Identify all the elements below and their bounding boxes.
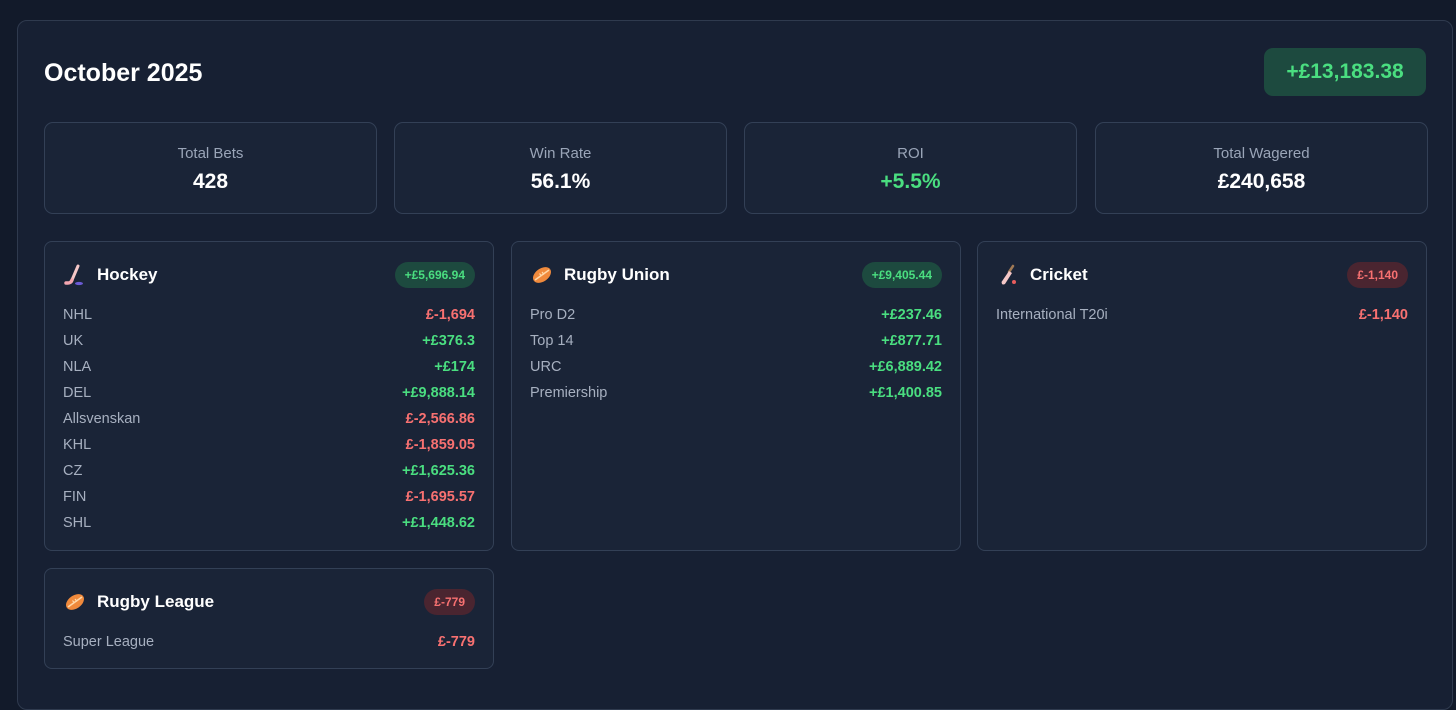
month-summary-panel: October 2025 +£13,183.38 Total Bets 428 …	[17, 20, 1453, 710]
league-name: SHL	[63, 515, 92, 531]
league-row: Allsvenskan £-2,566.86	[63, 406, 475, 432]
league-amount: +£1,625.36	[402, 463, 475, 479]
league-amount: £-2,566.86	[405, 411, 475, 427]
page-title: October 2025	[44, 59, 203, 87]
league-amount: +£6,889.42	[869, 359, 942, 375]
league-amount: £-1,695.57	[405, 489, 475, 505]
stat-label: ROI	[897, 145, 924, 162]
league-row: NHL £-1,694	[63, 302, 475, 328]
league-row: KHL £-1,859.05	[63, 432, 475, 458]
league-list: Pro D2 +£237.46 Top 14 +£877.71 URC +£6,889.4…	[530, 302, 942, 406]
sport-total-badge: £-779	[424, 589, 475, 615]
league-name: CZ	[63, 463, 83, 479]
card-header: Cricket £-1,140	[996, 261, 1408, 289]
league-amount: £-1,140	[1358, 307, 1408, 323]
sport-total-badge: £-1,140	[1347, 262, 1408, 288]
league-row: International T20i £-1,140	[996, 302, 1408, 328]
stat-value: 428	[192, 170, 229, 193]
sport-total-badge: +£5,696.94	[394, 262, 475, 288]
league-amount: +£877.71	[881, 333, 942, 349]
card-header: Rugby Union +£9,405.44	[530, 261, 942, 289]
stat-label: Total Bets	[177, 145, 244, 162]
sport-name: Hockey	[97, 265, 158, 284]
league-list: Super League £-779	[63, 629, 475, 655]
league-row: FIN £-1,695.57	[63, 484, 475, 510]
league-list: International T20i £-1,140	[996, 302, 1408, 328]
sport-card-rugby-union[interactable]: Rugby Union +£9,405.44 Pro D2 +£237.46 Top…	[511, 241, 961, 551]
league-list: NHL £-1,694 UK +£376.3 NLA +£174 DEL +£9,888.14…	[63, 302, 475, 536]
league-name: Super League	[63, 634, 155, 650]
league-name: NLA	[63, 359, 92, 375]
league-amount: £-1,859.05	[405, 437, 475, 453]
rugby-ball-icon	[65, 594, 85, 610]
league-name: Top 14	[530, 333, 574, 349]
league-row: UK +£376.3	[63, 328, 475, 354]
league-amount: +£376.3	[422, 333, 475, 349]
league-name: DEL	[63, 385, 92, 401]
league-amount: +£1,400.85	[869, 385, 942, 401]
league-row: URC +£6,889.42	[530, 354, 942, 380]
league-row: CZ +£1,625.36	[63, 458, 475, 484]
stat-value: £240,658	[1217, 170, 1306, 193]
league-name: Pro D2	[530, 307, 576, 323]
sport-name: Cricket	[1030, 265, 1088, 284]
league-name: FIN	[63, 489, 87, 505]
league-name: UK	[63, 333, 84, 349]
hockey-stick-icon	[64, 264, 83, 286]
total-profit-badge: +£13,183.38	[1264, 48, 1426, 96]
league-row: NLA +£174	[63, 354, 475, 380]
league-amount: +£1,448.62	[402, 515, 475, 531]
league-name: International T20i	[996, 307, 1108, 323]
league-name: Allsvenskan	[63, 411, 141, 427]
card-header: Hockey +£5,696.94	[63, 261, 475, 289]
stat-label: Win Rate	[529, 145, 592, 162]
rugby-ball-icon	[532, 267, 552, 283]
stat-total-bets: Total Bets 428	[44, 122, 377, 214]
sport-card-hockey[interactable]: Hockey +£5,696.94 NHL £-1,694 UK +£376.3 NLA…	[44, 241, 494, 551]
sport-card-rugby-league[interactable]: Rugby League £-779 Super League £-779	[44, 568, 494, 669]
sport-name: Rugby Union	[564, 265, 670, 284]
league-row: SHL +£1,448.62	[63, 510, 475, 536]
league-name: Premiership	[530, 385, 608, 401]
league-row: Premiership +£1,400.85	[530, 380, 942, 406]
cricket-bat-icon	[1001, 264, 1016, 285]
league-row: Pro D2 +£237.46	[530, 302, 942, 328]
league-row: Top 14 +£877.71	[530, 328, 942, 354]
stat-roi: ROI +5.5%	[744, 122, 1077, 214]
sport-card-cricket[interactable]: Cricket £-1,140 International T20i £-1,14…	[977, 241, 1427, 551]
league-name: NHL	[63, 307, 93, 323]
league-row: DEL +£9,888.14	[63, 380, 475, 406]
sport-total-badge: +£9,405.44	[861, 262, 942, 288]
stat-value: 56.1%	[530, 170, 591, 193]
league-amount: +£9,888.14	[402, 385, 475, 401]
league-amount: +£237.46	[881, 307, 942, 323]
sport-name: Rugby League	[97, 592, 215, 611]
stat-win-rate: Win Rate 56.1%	[394, 122, 727, 214]
league-amount: +£174	[434, 359, 475, 375]
stat-value: +5.5%	[880, 170, 941, 193]
stat-label: Total Wagered	[1213, 145, 1310, 162]
league-name: KHL	[63, 437, 92, 453]
league-row: Super League £-779	[63, 629, 475, 655]
league-amount: £-1,694	[425, 307, 475, 323]
league-name: URC	[530, 359, 562, 375]
league-amount: £-779	[437, 634, 475, 650]
card-header: Rugby League £-779	[63, 588, 475, 616]
stat-total-wagered: Total Wagered £240,658	[1095, 122, 1428, 214]
